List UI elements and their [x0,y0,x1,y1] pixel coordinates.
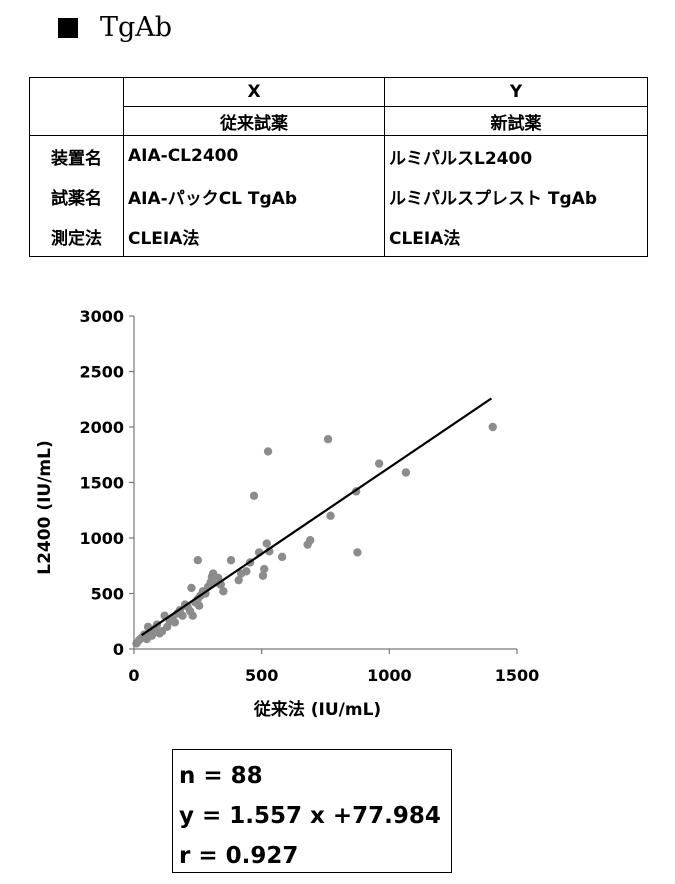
cell-y: ルミパルスプレスト TgAb [384,176,648,216]
regression-line [141,397,493,637]
data-point [374,459,384,468]
header-y: Y [384,77,648,107]
data-point [187,583,196,593]
x-tick-label: 500 [245,666,278,685]
table-row: 測定法 CLEIA法 CLEIA法 [29,216,648,257]
x-tick-label: 1000 [367,666,412,685]
scatter-chart: 0 500 1000 1500 2000 2500 3000 0 500 1000 1500 従来法… [35,307,539,720]
stats-box: n = 88 y = 1.557 x +77.984 r = 0.927 [172,749,452,873]
row-label: 試薬名 [29,176,124,216]
stat-equation: y = 1.557 x +77.984 [179,803,441,829]
row-label: 測定法 [29,216,124,257]
table-header-row: X Y [29,77,648,136]
reagent-info-table: X Y 従来試薬 新試薬 装置名 AIA-CL2400 ルミパルスL2400 試… [29,77,648,257]
data-point [234,575,243,585]
y-tick-label: 500 [91,585,124,604]
cell-x: AIA-パックCL TgAb [123,176,385,216]
data-point [178,611,187,620]
black-square-icon [58,17,78,38]
data-point [260,564,269,574]
x-tick-label: 0 [128,666,139,685]
cell-x: CLEIA法 [123,216,385,257]
data-point [249,491,259,501]
points-layer [132,422,497,648]
data-point [242,567,251,576]
data-point [170,618,180,627]
data-point [147,631,157,640]
data-point [353,548,362,557]
data-point [193,556,203,565]
data-point [188,611,197,620]
header-x: X [123,77,385,107]
data-point [323,435,333,444]
data-point [258,571,268,580]
data-point [401,468,411,477]
cell-x: AIA-CL2400 [123,135,385,176]
data-point [277,552,287,562]
y-tick-label: 2500 [79,363,124,382]
y-axis-label: L2400 (IU/mL) [35,440,55,575]
data-point [488,422,497,432]
stat-r: r = 0.927 [179,843,299,869]
table-row: 装置名 AIA-CL2400 ルミパルスL2400 [29,135,648,176]
ticks-layer: 0 500 1000 1500 2000 2500 3000 0 500 1000 1500 [79,307,539,685]
data-point [194,601,204,610]
data-point [262,539,271,548]
y-tick-label: 1000 [79,529,124,548]
subheader-y: 新試薬 [384,106,648,136]
data-point [226,556,236,565]
subheader-x: 従来試薬 [123,106,385,136]
y-tick-label: 0 [113,640,124,659]
y-tick-label: 2000 [79,418,124,437]
section-title: TgAb [58,12,172,43]
data-point [214,573,223,583]
cell-y: CLEIA法 [384,216,648,257]
stat-n: n = 88 [179,763,263,789]
table-row: 試薬名 AIA-パックCL TgAb ルミパルスプレスト TgAb [29,176,648,216]
y-tick-label: 1500 [79,474,124,493]
data-point [263,447,273,456]
table-subheader-row: 従来試薬 新試薬 [30,106,648,136]
data-point [305,536,315,545]
data-point [219,587,228,596]
row-label: 装置名 [29,135,124,176]
table-corner-cell [29,77,124,136]
data-point [326,511,335,520]
title-text: TgAb [100,12,173,43]
cell-y: ルミパルスL2400 [384,135,648,176]
x-tick-label: 1500 [495,666,540,685]
x-axis-label: 従来法 (IU/mL) [253,699,381,720]
y-tick-label: 3000 [79,307,124,326]
